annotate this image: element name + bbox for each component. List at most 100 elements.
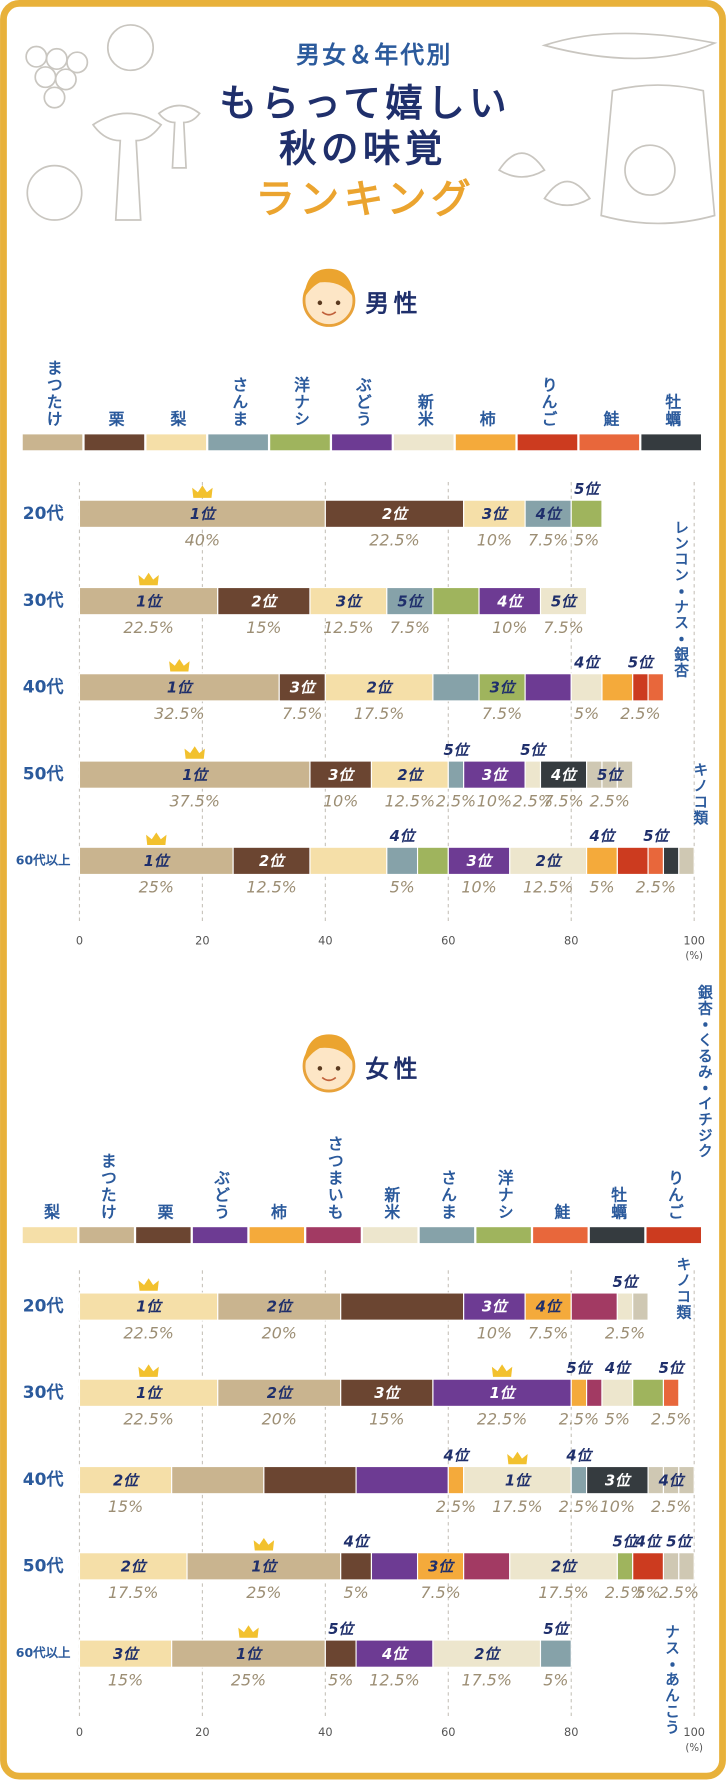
x-tick-label: 100 bbox=[683, 1725, 705, 1739]
legend-label: 新米 bbox=[415, 394, 434, 428]
legend-swatch bbox=[249, 1227, 305, 1244]
bar-segment bbox=[678, 1465, 695, 1495]
crown bbox=[253, 1537, 275, 1551]
bar-segment bbox=[78, 499, 326, 528]
header-line: 男女＆年代別 bbox=[296, 41, 452, 69]
rank-label: 5位 bbox=[551, 593, 578, 610]
legend-label: りんご bbox=[539, 377, 558, 428]
bar-segment bbox=[524, 673, 572, 702]
bar-segment bbox=[340, 1292, 465, 1321]
rank-label: 3位 bbox=[490, 679, 517, 696]
bar-segment bbox=[432, 1639, 542, 1668]
annotation: レンコン・ナス・銀杏 bbox=[672, 519, 689, 678]
crown bbox=[238, 1625, 259, 1638]
rank-label: 5位 bbox=[643, 828, 670, 845]
bar-segment bbox=[662, 1552, 680, 1581]
bar-segment bbox=[616, 1552, 634, 1581]
crown bbox=[184, 746, 205, 759]
legend-label: さんま bbox=[230, 377, 249, 428]
bar-segment bbox=[78, 1639, 173, 1668]
value-label: 10% bbox=[477, 791, 512, 810]
annotation: キノコ類 bbox=[691, 762, 708, 826]
value-label: 2.5% bbox=[605, 1323, 645, 1342]
value-label: 10% bbox=[477, 531, 512, 550]
legend-swatch bbox=[136, 1227, 191, 1244]
rank-label: 2位 bbox=[536, 853, 563, 870]
crown bbox=[169, 658, 190, 672]
row-label: 60代以上 bbox=[16, 852, 71, 867]
rank-label: 4位 bbox=[381, 1646, 409, 1663]
bar-segment bbox=[678, 1552, 695, 1581]
legend-label: 栗 bbox=[106, 411, 125, 428]
legend-swatch bbox=[393, 434, 454, 451]
value-label: 12.5% bbox=[323, 618, 373, 637]
legend-label: まつたけ bbox=[98, 1152, 117, 1220]
x-tick-label: 60 bbox=[441, 1725, 455, 1739]
bar-segment bbox=[416, 846, 449, 876]
rank-label: 3位 bbox=[467, 853, 494, 870]
rank-label: 5位 bbox=[659, 1360, 686, 1377]
legend-label: まつたけ bbox=[44, 360, 63, 428]
rank-label: 1位 bbox=[251, 1558, 278, 1575]
rank-label: 3位 bbox=[482, 767, 509, 784]
value-label: 17.5% bbox=[108, 1583, 158, 1602]
legend-swatch bbox=[517, 434, 578, 451]
bar-segment bbox=[570, 499, 603, 528]
bar-segment bbox=[447, 760, 465, 789]
legend-swatch bbox=[84, 434, 145, 451]
rank-label: 3位 bbox=[336, 593, 363, 610]
value-label: 2.5% bbox=[636, 878, 676, 897]
rank-label: 4位 bbox=[565, 1447, 593, 1464]
value-label: 7.5% bbox=[543, 618, 583, 637]
legend-swatch bbox=[79, 1227, 134, 1244]
rank-label: 1位 bbox=[136, 593, 163, 610]
value-label: 12.5% bbox=[523, 878, 573, 897]
rank-label: 1位 bbox=[167, 679, 194, 696]
rank-label: 4位 bbox=[550, 767, 578, 784]
x-tick-label: 60 bbox=[441, 933, 455, 947]
legend-label: 洋ナシ bbox=[292, 376, 311, 428]
avatar-hair bbox=[304, 1034, 354, 1064]
value-label: 10% bbox=[461, 878, 496, 897]
bar-segment bbox=[232, 846, 311, 876]
value-label: 32.5% bbox=[154, 704, 204, 723]
rank-label: 2位 bbox=[474, 1646, 501, 1663]
rank-label: 5位 bbox=[543, 1621, 570, 1638]
bar-segment bbox=[463, 1552, 511, 1581]
rank-label: 3位 bbox=[482, 1299, 509, 1316]
value-label: 10% bbox=[323, 791, 358, 810]
x-tick-label: 0 bbox=[76, 1725, 83, 1739]
bar-segment bbox=[616, 846, 649, 876]
value-label: 15% bbox=[108, 1497, 143, 1516]
x-axis-unit: (%) bbox=[685, 1743, 703, 1754]
bar-segment bbox=[309, 846, 388, 876]
crown bbox=[138, 1364, 159, 1377]
value-label: 10% bbox=[600, 1497, 635, 1516]
x-tick-label: 0 bbox=[76, 933, 83, 947]
rank-label: 5位 bbox=[520, 742, 547, 759]
rank-label: 4位 bbox=[604, 1360, 632, 1377]
value-label: 2.5% bbox=[559, 1410, 599, 1429]
bar-segment bbox=[616, 1292, 634, 1321]
bar-segment bbox=[432, 673, 480, 702]
rank-label: 1位 bbox=[236, 1646, 263, 1663]
rank-label: 5位 bbox=[443, 742, 470, 759]
rank-label: 4位 bbox=[343, 1534, 371, 1551]
rank-label: 3位 bbox=[482, 506, 509, 523]
bar-segment bbox=[632, 1292, 649, 1321]
legend-swatch bbox=[270, 434, 330, 451]
value-label: 7.5% bbox=[390, 618, 430, 637]
value-label: 5% bbox=[635, 1583, 660, 1602]
value-label: 17.5% bbox=[538, 1583, 588, 1602]
value-label: 7.5% bbox=[420, 1583, 460, 1602]
legend-label: 鮭 bbox=[601, 410, 620, 428]
annotation: ナス・あんこう bbox=[663, 1624, 680, 1735]
header-line: ランキング bbox=[255, 176, 475, 222]
value-label: 15% bbox=[108, 1670, 143, 1689]
bar-segment bbox=[616, 760, 634, 789]
row-label: 50代 bbox=[23, 764, 64, 785]
rank-label: 4位 bbox=[389, 828, 417, 845]
value-label: 7.5% bbox=[528, 531, 568, 550]
value-label: 10% bbox=[492, 618, 527, 637]
